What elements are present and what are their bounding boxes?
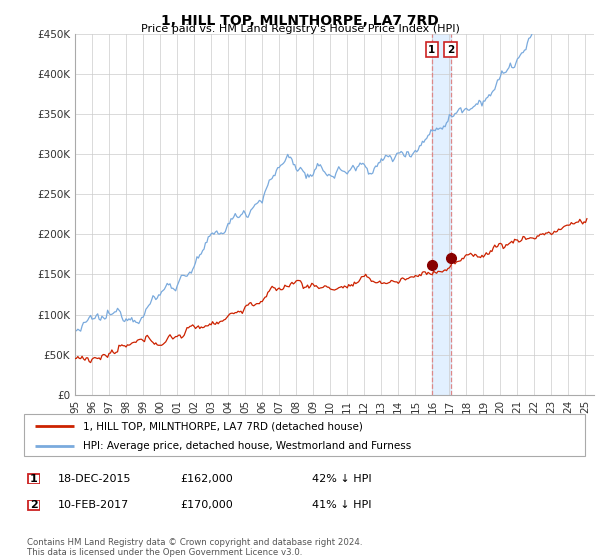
Text: £162,000: £162,000 [180, 474, 233, 484]
Text: HPI: Average price, detached house, Westmorland and Furness: HPI: Average price, detached house, West… [83, 441, 411, 451]
Text: 2: 2 [30, 500, 37, 510]
Text: 41% ↓ HPI: 41% ↓ HPI [312, 500, 371, 510]
Text: 1: 1 [428, 45, 436, 55]
Text: 1: 1 [30, 474, 37, 484]
Text: Price paid vs. HM Land Registry's House Price Index (HPI): Price paid vs. HM Land Registry's House … [140, 24, 460, 34]
Text: 42% ↓ HPI: 42% ↓ HPI [312, 474, 371, 484]
Text: 18-DEC-2015: 18-DEC-2015 [58, 474, 131, 484]
Text: Contains HM Land Registry data © Crown copyright and database right 2024.
This d: Contains HM Land Registry data © Crown c… [27, 538, 362, 557]
Text: 10-FEB-2017: 10-FEB-2017 [58, 500, 129, 510]
Text: 1, HILL TOP, MILNTHORPE, LA7 7RD: 1, HILL TOP, MILNTHORPE, LA7 7RD [161, 14, 439, 28]
Text: £170,000: £170,000 [180, 500, 233, 510]
Text: 2: 2 [447, 45, 454, 55]
Bar [432, 34, 451, 395]
Text: 1, HILL TOP, MILNTHORPE, LA7 7RD (detached house): 1, HILL TOP, MILNTHORPE, LA7 7RD (detach… [83, 421, 363, 431]
